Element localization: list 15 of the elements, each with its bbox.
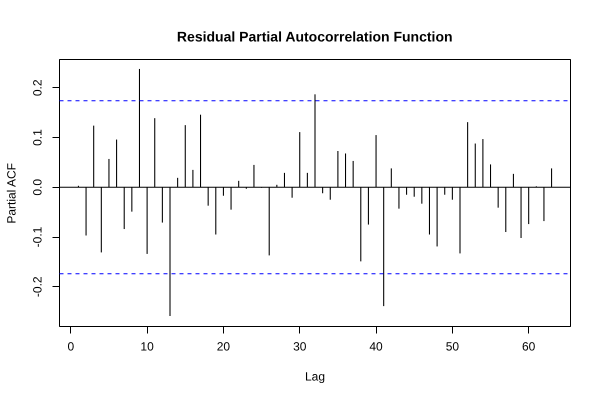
x-tick-label: 60 xyxy=(522,340,536,354)
x-tick-label: 20 xyxy=(216,340,230,354)
x-tick-label: 40 xyxy=(369,340,384,354)
x-tick-label: 10 xyxy=(140,340,154,354)
x-tick-label: 30 xyxy=(293,340,307,354)
x-axis-title: Lag xyxy=(304,370,326,384)
y-tick-label: 0.0 xyxy=(30,178,44,196)
chart-title: Residual Partial Autocorrelation Function xyxy=(176,28,453,44)
x-tick-label: 0 xyxy=(67,340,74,354)
y-tick-label: 0.1 xyxy=(30,128,44,146)
y-tick-label: -0.1 xyxy=(30,226,44,248)
y-tick-label: 0.2 xyxy=(30,79,44,96)
y-tick-label: -0.2 xyxy=(30,276,44,298)
y-axis-title: Partial ACF xyxy=(4,162,18,224)
x-tick-label: 50 xyxy=(446,340,460,354)
